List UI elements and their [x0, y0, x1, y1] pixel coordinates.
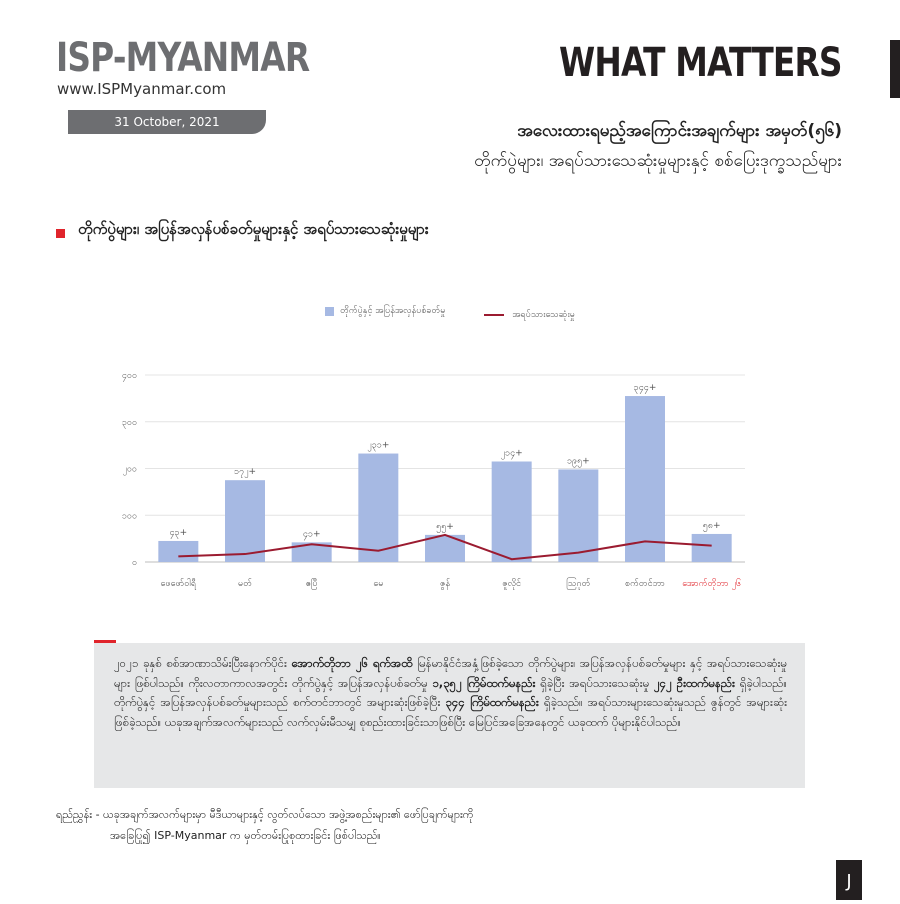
series-line: [178, 533, 712, 561]
legend-item-bars: တိုက်ပွဲနှင့် အပြန်အလှန်ပစ်ခတ်မှု: [325, 305, 445, 318]
x-tick-label: မတ်: [238, 578, 252, 589]
y-tick-label: ၄၀၀: [122, 371, 137, 382]
header-accent-bar: [890, 40, 900, 98]
y-tick-label: ၀: [132, 558, 137, 568]
chart-legend: တိုက်ပွဲနှင့် အပြန်အလှန်ပစ်ခတ်မှု အရပ်သာ…: [0, 305, 900, 322]
source-note-line2: အခြေပြု၍ ISP-Myanmar က မှတ်တမ်းပြုစုထားခ…: [110, 829, 381, 842]
bar: [225, 480, 265, 562]
y-tick-label: ၁၀၀: [122, 511, 137, 521]
x-tick-label: ဖေဖော်ဝါရီ: [161, 578, 197, 590]
bar: [358, 453, 399, 562]
legend-line-swatch: [484, 314, 505, 316]
data-label: ၅၈+: [703, 521, 721, 532]
note-text: ၂၀၂၁ ခုနှစ် စစ်အာဏာသိမ်းပြီးနောက်ပိုင်း …: [114, 654, 787, 732]
x-tick-label: ဧပြီ: [306, 578, 318, 590]
x-tick-label: မေ: [373, 579, 383, 589]
y-tick-label: ၃၀၀: [122, 418, 137, 429]
page-title: အလေးထားရမည့်အကြောင်းအချက်များ အမှတ်(၅၆): [517, 121, 842, 141]
note-part: မြန်မာနိုင်ငံအနှံ့ဖြစ်ခဲ့သော တိုက်ပွဲမျာ…: [114, 656, 787, 690]
x-tick-label: ဇွန်: [440, 578, 451, 590]
data-label: ၅၅+: [436, 522, 454, 533]
section-marker-icon: [56, 229, 65, 238]
data-label: ၃၄၄+: [634, 383, 657, 394]
note-bold: ၃၄၄ ကြိမ်ထက်မနည်း: [445, 695, 539, 709]
page-number: J: [836, 860, 862, 900]
note-accent-bar: [94, 640, 116, 643]
bar: [291, 542, 332, 562]
logo: ISP-MYANMAR: [56, 35, 310, 81]
bar: [691, 533, 732, 562]
bar: [158, 540, 199, 562]
page-subtitle: တိုက်ပွဲများ၊ အရပ်သားသေဆုံးမှုများနှင့် …: [474, 151, 842, 171]
note-part: ရှိခဲ့ပါသည်။ တိုက်ပွဲနှင့် အပြန်အလှန်ပစ်…: [114, 675, 787, 710]
note-bold: ၂၄၂ ဦးထက်မနည်း: [653, 675, 735, 690]
y-tick-label: ၂၀၀: [122, 465, 137, 476]
data-label: ၁၇၂+: [234, 467, 256, 478]
data-label: ၄၁+: [303, 529, 321, 540]
note-part: ၂၀၂၁ ခုနှစ် စစ်အာဏာသိမ်းပြီးနောက်ပိုင်း: [114, 656, 292, 670]
data-label: ၄၃+: [169, 528, 187, 539]
website-link[interactable]: www.ISPMyanmar.com: [57, 80, 227, 98]
legend-label-bars: တိုက်ပွဲနှင့် အပြန်အလှန်ပစ်ခတ်မှု: [340, 306, 446, 316]
brand-title: WHAT MATTERS: [559, 40, 843, 86]
legend-item-line: အရပ်သားသေဆုံးမှု: [484, 309, 575, 322]
x-tick-label: အောက်တိုဘာ ၂၆: [682, 578, 741, 590]
bar: [625, 396, 665, 562]
legend-bar-swatch: [325, 307, 335, 316]
data-label: ၂၃၁+: [367, 441, 389, 452]
note-box: [94, 643, 805, 788]
source-note-line1: ရည်ညွှန်း - ယခုအချက်အလက်များမှာ မီဒီယာမျ…: [56, 808, 474, 821]
bar: [558, 469, 599, 562]
section-title: တိုက်ပွဲများ၊ အပြန်အလှန်ပစ်ခတ်မှုများနှင…: [78, 220, 429, 238]
legend-label-line: အရပ်သားသေဆုံးမှု: [512, 309, 575, 320]
x-tick-label: ဩဂုတ်: [566, 577, 591, 590]
data-label: ၁၉၅+: [567, 456, 590, 467]
bar: [491, 461, 532, 562]
note-part: ရှိခဲ့သည်။ အရပ်သားများသေဆုံးမှုသည် ဇွန်တ…: [114, 695, 787, 729]
note-bold: အောက်တိုဘာ ၂၆ ရက်အထိ: [291, 656, 413, 670]
x-tick-label: စက်တင်ဘာ: [625, 578, 665, 589]
note-part: ရှိခဲ့ပြီး အရပ်သားသေဆုံးမှု: [535, 675, 654, 690]
x-tick-label: ဇူလိုင်: [502, 578, 521, 590]
data-label: ၂၁၄+: [501, 448, 523, 459]
note-bold: ၁,၃၅၂ ကြိမ်ထက်မနည်း: [432, 675, 536, 690]
date-badge: 31 October, 2021: [68, 110, 266, 134]
